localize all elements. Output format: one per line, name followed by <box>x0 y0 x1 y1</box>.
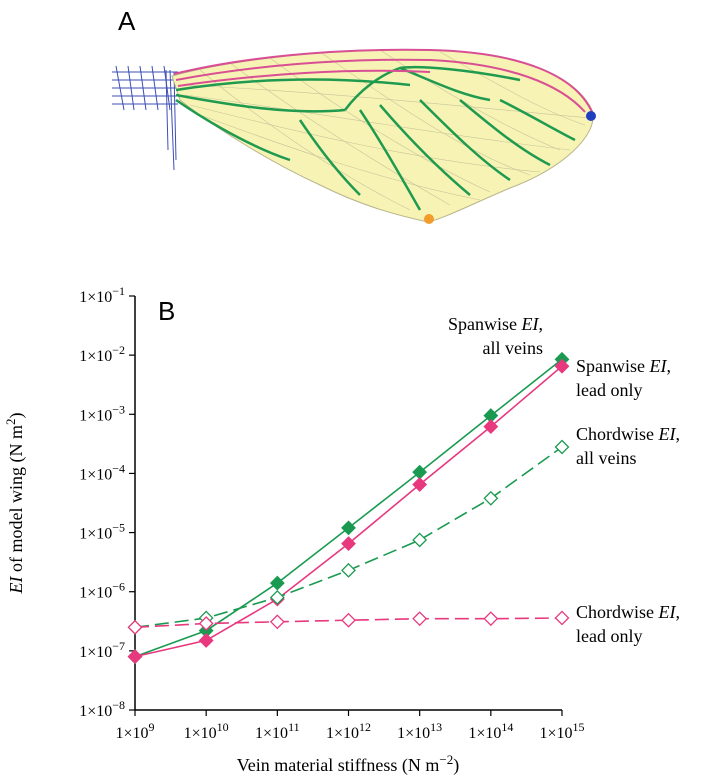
x-tick-label: 1×1015 <box>539 720 584 742</box>
y-tick-label: 1×10−5 <box>79 521 125 543</box>
series-marker <box>483 611 499 627</box>
panel-a-letter: A <box>118 6 136 36</box>
panel-b-letter: B <box>158 296 175 326</box>
series-marker <box>269 614 285 630</box>
series-marker <box>341 562 356 578</box>
axis-ticks: 1×10−8 1×10−7 1×10−6 1×10−5 1×10−4 1×10−3 1×10… <box>79 284 584 742</box>
series-annotations: Spanwise EI, all veins Spanwise EI, lead on… <box>448 314 680 646</box>
y-axis-label: EI of model wing (N m2) <box>3 413 27 595</box>
y-tick-label: 1×10−1 <box>79 284 125 306</box>
x-tick-label: 1×1010 <box>184 720 229 742</box>
series-annotation-text: Spanwise EI, <box>448 314 543 334</box>
wing-mesh <box>179 49 591 211</box>
series-marker <box>341 536 356 552</box>
series-marker <box>198 616 214 631</box>
wing-model-illustration <box>112 48 596 224</box>
y-tick-label: 1×10−4 <box>79 461 125 483</box>
wing-veins <box>175 65 576 211</box>
series-annotation-text: all veins <box>483 338 544 358</box>
series-marker <box>412 477 428 492</box>
series-annotation-text: Chordwise EI, <box>576 424 680 444</box>
series-marker <box>483 490 499 506</box>
y-tick-label: 1×10−2 <box>79 343 125 365</box>
series-marker <box>483 419 499 434</box>
series-marker <box>554 358 570 374</box>
series-marker <box>341 612 356 628</box>
series-line <box>134 358 563 658</box>
y-tick-label: 1×10−8 <box>79 698 125 720</box>
x-axis-label: Vein material stiffness (N m−2) <box>237 752 459 776</box>
series-marker <box>269 590 285 605</box>
wing-root-mesh <box>112 65 178 171</box>
x-tick-label: 1×109 <box>115 720 154 742</box>
series-marker <box>554 439 570 455</box>
series-marker <box>198 633 214 648</box>
series-marker <box>269 575 285 591</box>
x-tick-label: 1×1014 <box>468 720 513 742</box>
series-annotation-text: all veins <box>576 448 637 468</box>
wing-tip-marker <box>586 111 596 121</box>
series-annotation-text: Spanwise EI, <box>576 356 671 376</box>
series-marker <box>412 611 428 627</box>
x-tick-label: 1×1011 <box>255 720 300 742</box>
series-annotation-text: lead only <box>576 626 642 646</box>
series-layer <box>127 351 570 665</box>
series-marker <box>127 649 143 665</box>
series-annotation-text: lead only <box>576 380 642 400</box>
y-tick-label: 1×10−6 <box>79 580 125 602</box>
x-tick-label: 1×1012 <box>326 720 371 742</box>
series-marker <box>554 610 570 626</box>
series-marker <box>341 520 356 536</box>
y-tick-label: 1×10−3 <box>79 402 125 424</box>
chart-plot-area: 1×10−8 1×10−7 1×10−6 1×10−5 1×10−4 1×10−3 1×10… <box>79 284 584 742</box>
x-tick-label: 1×1013 <box>397 720 442 742</box>
wing-trailing-edge-marker <box>424 214 434 224</box>
series-marker <box>127 619 143 635</box>
y-tick-label: 1×10−7 <box>79 639 125 661</box>
series-annotation-text: Chordwise EI, <box>576 602 680 622</box>
wing-leading-edge-veins <box>173 48 593 113</box>
series-marker <box>412 532 428 548</box>
